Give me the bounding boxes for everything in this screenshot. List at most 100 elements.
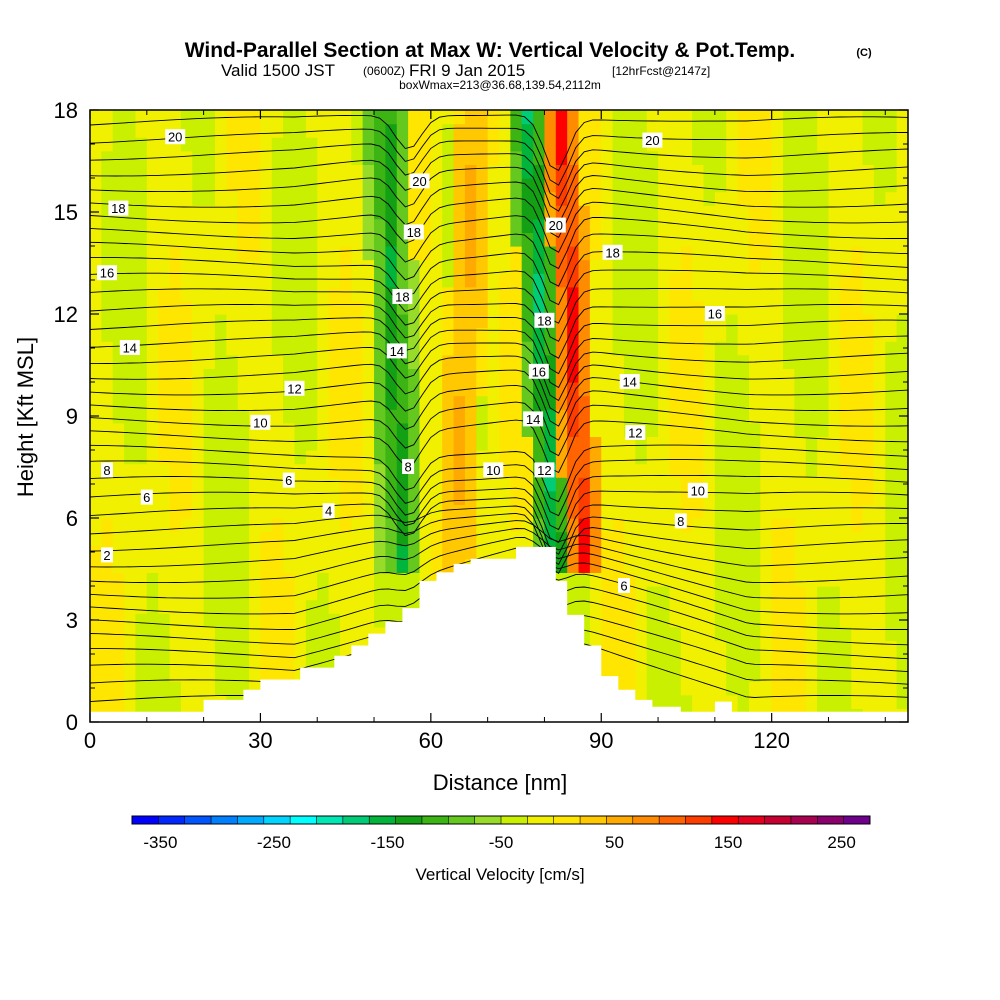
- field-cell: [635, 327, 648, 342]
- field-cell: [828, 259, 841, 274]
- field-cell: [90, 654, 102, 669]
- field-cell: [805, 178, 818, 193]
- field-cell: [680, 626, 693, 641]
- field-cell: [362, 110, 375, 125]
- field-cell: [396, 572, 409, 587]
- field-cell: [896, 586, 908, 601]
- field-cell: [885, 314, 898, 329]
- field-cell: [249, 354, 262, 369]
- field-cell: [669, 477, 682, 492]
- field-cell: [135, 586, 148, 601]
- field-cell: [805, 286, 818, 301]
- contour-label: 20: [642, 132, 663, 148]
- contour-label: 12: [534, 462, 555, 478]
- field-cell: [90, 463, 102, 478]
- field-cell: [499, 259, 511, 274]
- field-cell: [135, 626, 148, 641]
- field-cell: [760, 640, 773, 655]
- field-cell: [828, 368, 841, 383]
- field-cell: [612, 232, 625, 247]
- field-cell: [328, 436, 341, 451]
- field-cell: [442, 490, 455, 505]
- field-cell: [408, 586, 421, 601]
- field-cell: [862, 667, 875, 682]
- field-cell: [760, 545, 773, 560]
- field-cell: [760, 123, 773, 138]
- field-cell: [544, 395, 557, 410]
- field-cell: [362, 341, 375, 356]
- field-cell: [783, 164, 795, 179]
- field-cell: [487, 327, 500, 342]
- field-cell: [351, 368, 364, 383]
- field-cell: [362, 518, 375, 533]
- field-cell: [623, 232, 636, 247]
- field-cell: [374, 205, 386, 220]
- field-cell: [658, 191, 671, 206]
- field-cell: [805, 137, 818, 152]
- field-cell: [158, 382, 171, 397]
- field-cell: [169, 599, 182, 614]
- field-cell: [464, 422, 477, 437]
- isentrope-line: [90, 355, 908, 414]
- field-cell: [169, 450, 182, 465]
- field-cell: [567, 218, 580, 233]
- field-cell: [499, 545, 511, 560]
- field-cell: [748, 694, 761, 709]
- field-cell: [385, 368, 398, 383]
- field-cell: [464, 341, 477, 356]
- field-cell: [533, 164, 546, 179]
- field-cell: [862, 232, 875, 247]
- field-cell: [442, 300, 455, 315]
- field-cell: [817, 232, 830, 247]
- field-cell: [567, 572, 580, 587]
- field-cell: [226, 640, 239, 655]
- field-cell: [783, 327, 795, 342]
- field-cell: [328, 518, 341, 533]
- field-cell: [544, 422, 557, 437]
- field-cell: [737, 477, 750, 492]
- field-cell: [885, 436, 898, 451]
- field-cell: [567, 327, 580, 342]
- field-cell: [748, 490, 761, 505]
- field-cell: [839, 341, 852, 356]
- field-cell: [214, 558, 227, 573]
- field-cell: [885, 531, 898, 546]
- field-cell: [862, 205, 875, 220]
- field-cell: [658, 259, 671, 274]
- field-cell: [839, 191, 852, 206]
- field-cell: [703, 314, 716, 329]
- field-cell: [487, 273, 500, 288]
- field-cell: [192, 613, 205, 628]
- field-cell: [328, 531, 341, 546]
- field-cell: [555, 150, 568, 165]
- field-cell: [260, 259, 273, 274]
- field-cell: [396, 218, 409, 233]
- field-cell: [794, 504, 807, 519]
- field-cell: [680, 246, 693, 261]
- field-cell: [748, 463, 761, 478]
- field-cell: [249, 436, 262, 451]
- field-cell: [362, 545, 375, 560]
- field-cell: [658, 137, 671, 152]
- field-cell: [805, 314, 818, 329]
- field-cell: [226, 504, 239, 519]
- field-cell: [510, 422, 523, 437]
- field-cell: [124, 150, 137, 165]
- field-cell: [146, 178, 159, 193]
- field-cell: [896, 626, 908, 641]
- field-cell: [862, 300, 875, 315]
- field-cell: [476, 246, 489, 261]
- field-cell: [828, 558, 841, 573]
- field-cell: [817, 681, 830, 696]
- field-cell: [305, 518, 318, 533]
- field-cell: [896, 422, 908, 437]
- field-cell: [726, 327, 739, 342]
- field-cell: [783, 681, 795, 696]
- field-cell: [839, 545, 852, 560]
- field-cell: [237, 422, 250, 437]
- field-cell: [90, 382, 102, 397]
- field-cell: [635, 205, 648, 220]
- field-cell: [328, 300, 341, 315]
- field-cell: [885, 178, 898, 193]
- field-cell: [885, 599, 898, 614]
